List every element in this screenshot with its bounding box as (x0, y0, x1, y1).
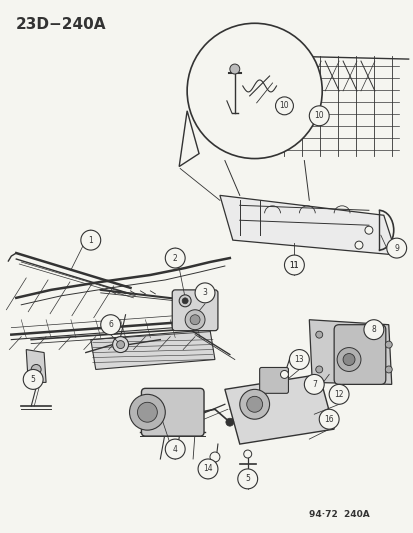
Text: 10: 10 (279, 101, 289, 110)
Circle shape (100, 315, 120, 335)
Polygon shape (179, 111, 199, 166)
Text: 23D−240A: 23D−240A (15, 17, 106, 33)
Text: 9: 9 (393, 244, 398, 253)
Polygon shape (26, 350, 46, 382)
Text: 16: 16 (323, 415, 333, 424)
Circle shape (179, 295, 191, 307)
Polygon shape (309, 320, 391, 384)
Circle shape (137, 402, 157, 422)
Text: 11: 11 (289, 261, 299, 270)
Circle shape (315, 331, 322, 338)
Text: 7: 7 (311, 380, 316, 389)
FancyBboxPatch shape (172, 290, 217, 330)
FancyBboxPatch shape (333, 325, 385, 384)
Text: 13: 13 (294, 355, 304, 364)
Circle shape (129, 394, 165, 430)
Circle shape (225, 418, 233, 426)
Circle shape (190, 315, 199, 325)
Circle shape (187, 23, 321, 158)
Circle shape (280, 370, 288, 378)
Circle shape (81, 230, 100, 250)
Text: 2: 2 (172, 254, 177, 263)
Circle shape (182, 298, 188, 304)
Circle shape (285, 256, 303, 274)
Circle shape (315, 366, 322, 373)
Circle shape (31, 365, 41, 375)
Polygon shape (224, 375, 333, 444)
Circle shape (289, 350, 309, 369)
FancyBboxPatch shape (141, 389, 204, 436)
Circle shape (165, 248, 185, 268)
Circle shape (197, 459, 217, 479)
Text: 5: 5 (244, 474, 249, 483)
Circle shape (116, 341, 124, 349)
Text: 10: 10 (313, 111, 323, 120)
Text: 4: 4 (172, 445, 177, 454)
Circle shape (239, 389, 269, 419)
Text: 12: 12 (334, 390, 343, 399)
Circle shape (318, 409, 338, 429)
Text: 8: 8 (370, 325, 375, 334)
Circle shape (112, 337, 128, 352)
Text: 5: 5 (31, 375, 36, 384)
Circle shape (195, 283, 214, 303)
Circle shape (304, 375, 323, 394)
Circle shape (385, 341, 391, 348)
Circle shape (165, 439, 185, 459)
Circle shape (23, 369, 43, 389)
Text: 1: 1 (88, 236, 93, 245)
FancyBboxPatch shape (259, 367, 288, 393)
Polygon shape (90, 330, 214, 369)
Circle shape (209, 452, 219, 462)
Circle shape (275, 97, 293, 115)
Text: 11: 11 (289, 261, 299, 270)
Circle shape (284, 255, 304, 275)
Circle shape (342, 353, 354, 366)
Text: 3: 3 (202, 288, 207, 297)
Circle shape (364, 226, 372, 234)
Text: 14: 14 (203, 464, 212, 473)
Text: 94·72  240A: 94·72 240A (309, 510, 369, 519)
Circle shape (363, 320, 383, 340)
Circle shape (309, 106, 328, 126)
Circle shape (385, 366, 391, 373)
Text: 6: 6 (108, 320, 113, 329)
Circle shape (328, 384, 348, 404)
Circle shape (354, 241, 362, 249)
Circle shape (386, 238, 406, 258)
Circle shape (229, 64, 239, 74)
Circle shape (246, 397, 262, 412)
Circle shape (185, 310, 204, 330)
Polygon shape (219, 196, 396, 255)
Circle shape (243, 450, 251, 458)
Circle shape (237, 469, 257, 489)
Circle shape (336, 348, 360, 372)
